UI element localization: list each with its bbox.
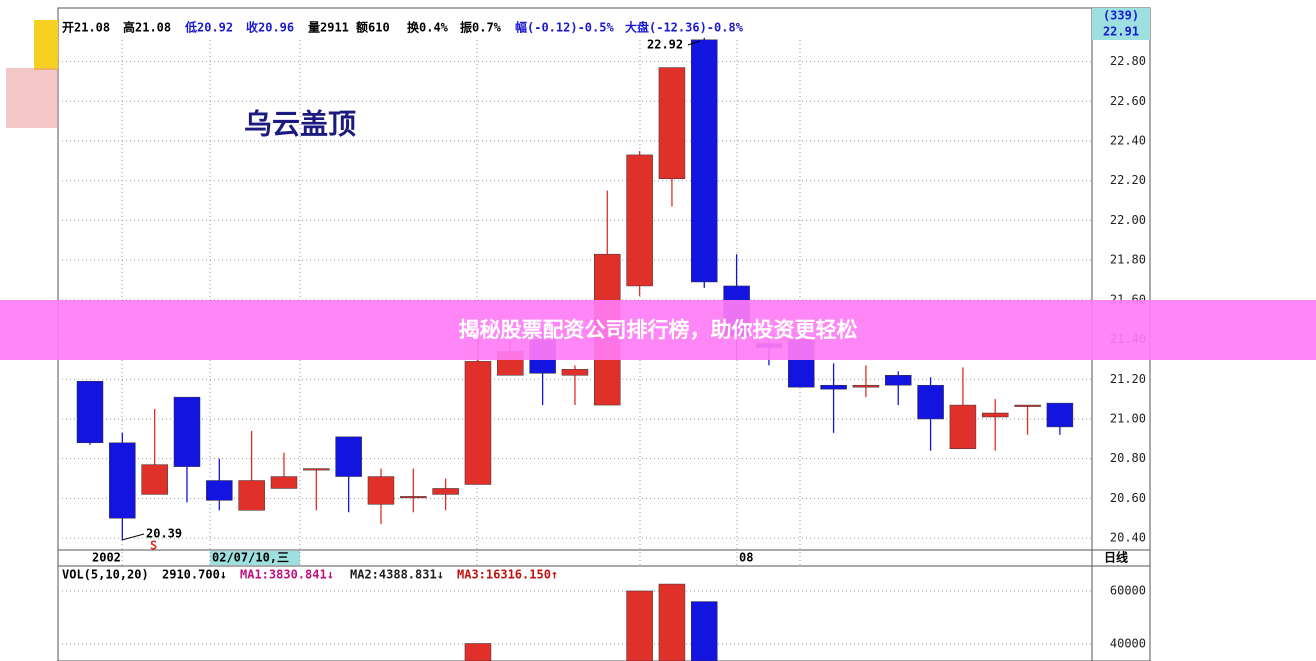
candle-body xyxy=(820,384,847,390)
x-label: 日线 xyxy=(1104,550,1128,565)
y-tick-label: 21.20 xyxy=(1110,372,1146,386)
decoration xyxy=(6,68,58,128)
x-label: 02/07/10,三 xyxy=(212,551,289,565)
x-label: 2002 xyxy=(92,551,121,565)
candle-body xyxy=(1014,404,1041,407)
candle-body xyxy=(885,375,912,386)
date-highlight xyxy=(210,551,300,565)
candle-body xyxy=(432,488,459,495)
quote-field: 开21.08 xyxy=(62,21,110,35)
candle-body xyxy=(335,436,362,477)
y-tick-label: 20.60 xyxy=(1110,491,1146,505)
candle-body xyxy=(367,476,395,505)
candle-body xyxy=(949,404,977,449)
quote-field: 振0.7% xyxy=(460,20,502,35)
candle-body xyxy=(141,464,168,495)
volume-bar xyxy=(691,601,718,661)
candle-body xyxy=(852,384,880,388)
quote-field: 大盘(-12.36)-0.8% xyxy=(625,20,744,35)
quote-field: 换0.4% xyxy=(407,20,449,35)
quote-field: 额610 xyxy=(356,20,390,35)
candle-body xyxy=(981,412,1009,418)
volume-legend: MA1:3830.841↓ xyxy=(240,568,334,582)
annotation: 20.39 xyxy=(146,527,182,541)
candle-body xyxy=(658,67,686,179)
y-tick-label: 22.00 xyxy=(1110,213,1146,227)
candle-body xyxy=(691,39,718,283)
y-tick-label: 22.80 xyxy=(1110,54,1146,68)
volume-title: VOL(5,10,20) xyxy=(62,568,149,582)
y-tick-label: 60000 xyxy=(1110,583,1146,597)
banner xyxy=(0,300,1316,360)
y-tick-label: 20.80 xyxy=(1110,451,1146,465)
candle-body xyxy=(464,361,492,485)
candle-body xyxy=(270,476,298,489)
volume-bar xyxy=(658,583,686,661)
candle-body xyxy=(238,480,265,511)
corner-label: (339) xyxy=(1103,9,1139,23)
decoration xyxy=(34,20,58,70)
candle-body xyxy=(1046,402,1074,428)
candle-body xyxy=(206,480,233,501)
banner-text: 揭秘股票配资公司排行榜，助你投资更轻松 xyxy=(459,318,858,342)
y-tick-label: 22.40 xyxy=(1110,134,1146,148)
volume-bars xyxy=(464,583,718,661)
y-tick-label: 21.00 xyxy=(1110,411,1146,425)
quote-field: 量2911 xyxy=(308,21,349,35)
candle-body xyxy=(76,380,104,444)
candle-body xyxy=(561,369,589,376)
quote-field: 收20.96 xyxy=(246,20,294,35)
annotation: S xyxy=(150,539,157,553)
price-highlight xyxy=(1092,8,1150,40)
volume-bar xyxy=(464,643,492,661)
quote-field: 高21.08 xyxy=(123,20,171,35)
volume-legend: MA2:4388.831↓ xyxy=(350,568,444,582)
corner-price: 22.91 xyxy=(1103,25,1139,39)
candle-body xyxy=(626,154,653,287)
chart-title: 乌云盖顶 xyxy=(244,108,356,141)
y-tick-label: 22.20 xyxy=(1110,173,1146,187)
y-tick-label: 22.60 xyxy=(1110,94,1146,108)
volume-legend: 2910.700↓ xyxy=(162,568,227,582)
candle-body xyxy=(917,384,944,420)
annotation: 22.92 xyxy=(647,38,683,52)
x-label: 08 xyxy=(739,551,753,565)
quote-field: 低20.92 xyxy=(184,20,233,35)
quote-field: 幅(-0.12)-0.5% xyxy=(515,20,614,35)
annotation-leader xyxy=(687,40,701,46)
candle-body xyxy=(303,468,330,471)
y-tick-label: 20.40 xyxy=(1110,531,1146,545)
annotation-leader xyxy=(121,533,145,541)
candle-body xyxy=(400,496,427,499)
y-tick-label: 40000 xyxy=(1110,637,1146,651)
y-tick-label: 21.80 xyxy=(1110,253,1146,267)
candle-body xyxy=(173,396,201,467)
volume-legend: MA3:16316.150↑ xyxy=(457,568,558,582)
volume-bar xyxy=(626,590,653,661)
candle-body xyxy=(109,442,136,519)
